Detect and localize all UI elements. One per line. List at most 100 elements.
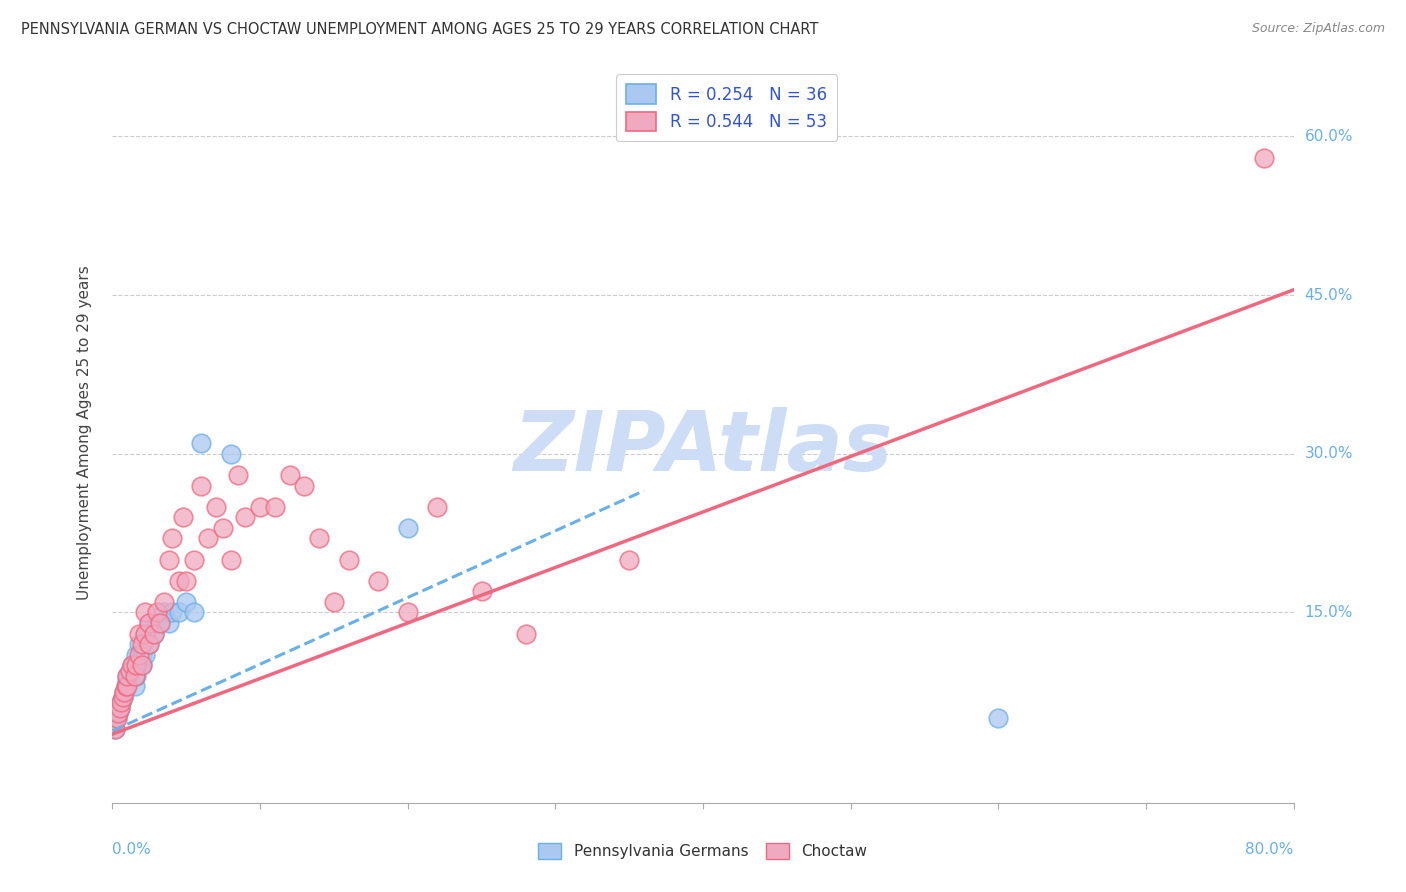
Point [114, 680, 136, 694]
Point [396, 521, 419, 535]
Point [128, 626, 150, 640]
Point [134, 626, 156, 640]
Text: Source: ZipAtlas.com: Source: ZipAtlas.com [1251, 22, 1385, 36]
Point [131, 637, 153, 651]
Point [142, 626, 165, 640]
Legend: Pennsylvania Germans, Choctaw: Pennsylvania Germans, Choctaw [533, 838, 873, 865]
Point [138, 615, 160, 630]
Point [120, 664, 142, 678]
Point [183, 606, 205, 620]
Point [174, 574, 197, 588]
Text: PENNSYLVANIA GERMAN VS CHOCTAW UNEMPLOYMENT AMONG AGES 25 TO 29 YEARS CORRELATIO: PENNSYLVANIA GERMAN VS CHOCTAW UNEMPLOYM… [21, 22, 818, 37]
Point [111, 690, 134, 704]
Point [138, 615, 160, 630]
Point [146, 615, 169, 630]
Point [131, 658, 153, 673]
Point [205, 500, 228, 514]
Point [124, 680, 146, 694]
Point [157, 615, 180, 630]
Point [987, 711, 1010, 725]
Point [515, 626, 537, 640]
Point [160, 532, 183, 546]
Point [108, 700, 131, 714]
Point [121, 658, 143, 673]
Point [142, 626, 165, 640]
Point [138, 637, 160, 651]
Text: 45.0%: 45.0% [1305, 287, 1353, 302]
Point [149, 615, 172, 630]
Point [128, 637, 150, 651]
Point [292, 478, 315, 492]
Point [138, 637, 160, 651]
Point [153, 595, 176, 609]
Point [117, 674, 138, 689]
Point [160, 606, 183, 620]
Point [308, 532, 330, 546]
Point [219, 447, 242, 461]
Point [121, 658, 143, 673]
Point [367, 574, 389, 588]
Point [323, 595, 346, 609]
Y-axis label: Unemployment Among Ages 25 to 29 years: Unemployment Among Ages 25 to 29 years [77, 265, 91, 600]
Point [264, 500, 287, 514]
Point [134, 606, 156, 620]
Point [149, 615, 172, 630]
Point [105, 711, 128, 725]
Point [104, 722, 127, 736]
Point [619, 552, 641, 566]
Point [114, 680, 136, 694]
Point [128, 658, 150, 673]
Point [212, 521, 235, 535]
Point [107, 706, 129, 720]
Point [110, 695, 132, 709]
Point [112, 685, 135, 699]
Point [226, 467, 249, 482]
Point [104, 722, 127, 736]
Point [278, 467, 301, 482]
Point [183, 552, 205, 566]
Point [233, 510, 256, 524]
Text: 30.0%: 30.0% [1305, 446, 1353, 461]
Point [125, 648, 148, 662]
Point [249, 500, 271, 514]
Text: 15.0%: 15.0% [1305, 605, 1353, 620]
Point [134, 648, 156, 662]
Point [157, 552, 180, 566]
Text: ZIPAtlas: ZIPAtlas [513, 407, 893, 488]
Point [125, 669, 148, 683]
Point [111, 690, 134, 704]
Text: 0.0%: 0.0% [112, 842, 152, 856]
Point [117, 669, 138, 683]
Point [117, 680, 138, 694]
Point [396, 606, 419, 620]
Point [190, 478, 212, 492]
Point [219, 552, 242, 566]
Point [107, 706, 129, 720]
Point [153, 606, 176, 620]
Point [167, 574, 190, 588]
Point [105, 711, 128, 725]
Point [190, 436, 212, 450]
Point [112, 685, 135, 699]
Point [117, 669, 138, 683]
Text: 60.0%: 60.0% [1305, 129, 1353, 144]
Point [120, 664, 142, 678]
Point [134, 626, 156, 640]
Point [146, 606, 169, 620]
Point [110, 695, 132, 709]
Point [337, 552, 360, 566]
Point [108, 700, 131, 714]
Point [470, 584, 494, 599]
Point [124, 669, 146, 683]
Text: 80.0%: 80.0% [1246, 842, 1294, 856]
Point [1253, 151, 1275, 165]
Point [131, 648, 153, 662]
Point [426, 500, 449, 514]
Point [197, 532, 219, 546]
Point [131, 658, 153, 673]
Point [174, 595, 197, 609]
Point [128, 648, 150, 662]
Point [172, 510, 194, 524]
Point [167, 606, 190, 620]
Point [125, 658, 148, 673]
